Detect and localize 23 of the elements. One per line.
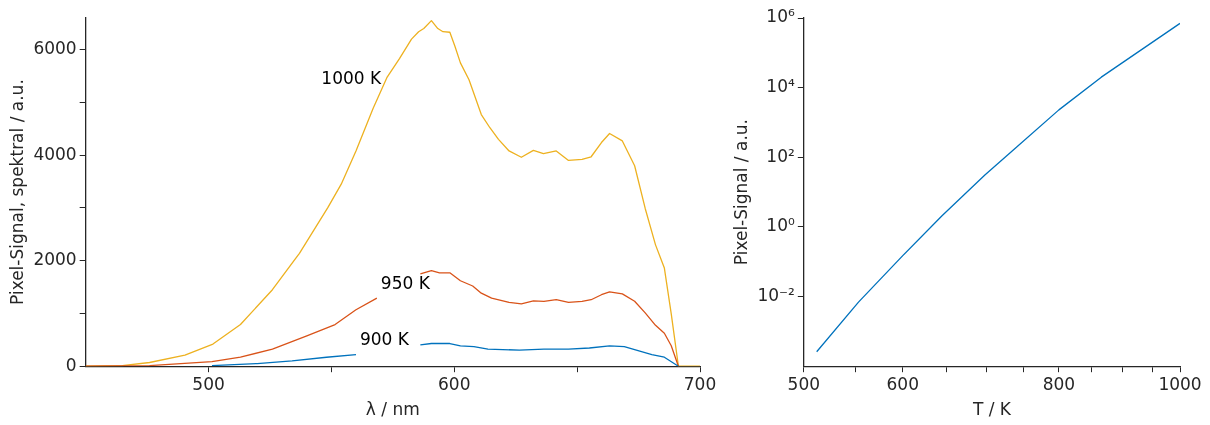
x-axis-title: λ / nm: [365, 399, 420, 420]
series-label: 950 K: [380, 272, 431, 293]
y-tick-label: 10⁻²: [757, 284, 795, 305]
y-tick-label: 2000: [33, 249, 77, 270]
x-axis-title: T / K: [971, 399, 1012, 420]
series-label: 900 K: [359, 329, 410, 350]
x-tick-label: 700: [683, 373, 717, 394]
x-tick-label: 1000: [1158, 373, 1202, 394]
y-tick-label: 10⁴: [766, 76, 795, 97]
y-tick-label: 10⁰: [766, 215, 795, 236]
y-tick-label: 10²: [766, 145, 795, 166]
x-tick-label: 600: [886, 373, 919, 394]
x-tick-label: 500: [787, 373, 821, 394]
y-tick-label: 0: [65, 354, 77, 375]
x-tick-label: 500: [192, 373, 225, 394]
y-tick-label: 4000: [33, 143, 77, 164]
series-label: 1000 K: [321, 67, 383, 88]
y-tick-label: 10⁶: [766, 6, 795, 27]
x-tick-label: 800: [1042, 373, 1076, 394]
y-axis-title: Pixel-Signal / a.u.: [730, 118, 751, 266]
y-axis-title: Pixel-Signal, spektral / a.u.: [6, 79, 27, 305]
y-tick-label: 6000: [33, 38, 77, 59]
x-tick-label: 600: [438, 373, 471, 394]
